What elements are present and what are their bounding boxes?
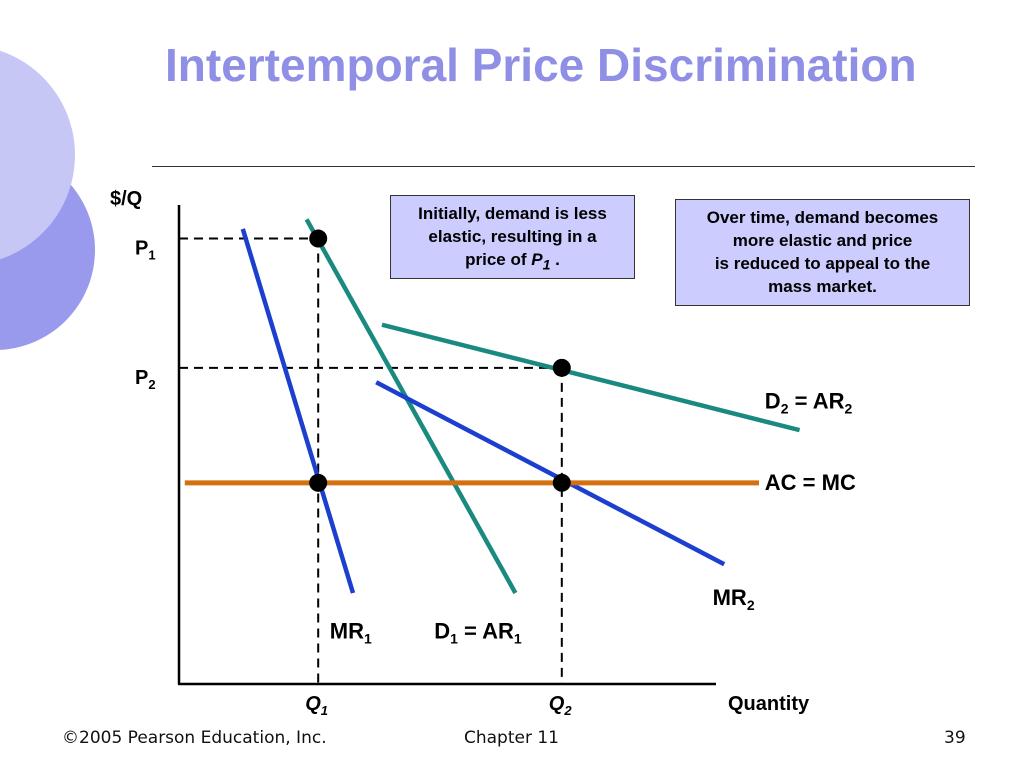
curve-label-mr1: MR1	[330, 618, 372, 646]
callout-over-time-line: more elastic and price	[732, 231, 913, 250]
callout-initial-sub: 1	[542, 257, 551, 274]
axes	[177, 205, 716, 686]
equilibrium-point	[309, 229, 328, 248]
x-tick-label: Q2	[549, 693, 573, 718]
curve-label-d2-ar2: D2 = AR2	[765, 388, 853, 416]
callout-initial-demand: Initially, demand is less elastic, resul…	[390, 195, 635, 279]
callout-initial-line: price of P1 .	[391, 248, 634, 277]
curve-d2-ar2	[381, 322, 801, 433]
curve-label-ac-mc: AC = MC	[765, 470, 856, 495]
slide-title: Intertemporal Price Discrimination	[165, 38, 917, 92]
title-divider	[152, 166, 975, 167]
callout-over-time-line: mass market.	[768, 277, 877, 296]
callout-over-time: Over time, demand becomes more elastic a…	[675, 199, 970, 306]
curves	[184, 218, 801, 595]
deco-circle-front	[0, 50, 75, 260]
y-tick-label: P1	[135, 238, 156, 263]
footer-copyright: ©2005 Pearson Education, Inc.	[62, 728, 327, 748]
equilibrium-point	[309, 473, 328, 492]
equilibrium-point	[552, 473, 571, 492]
equilibrium-point	[552, 358, 571, 377]
curve-mr2	[375, 380, 726, 567]
callout-initial-var: P	[531, 250, 543, 269]
footer-chapter: Chapter 11	[464, 728, 560, 748]
dashed-guides	[179, 237, 563, 684]
slide-title-text: Intertemporal Price Discrimination	[165, 39, 917, 91]
y-tick-label: P2	[135, 367, 156, 392]
callout-over-time-line: is reduced to appeal to the	[714, 254, 931, 273]
curve-label-d1-ar1: D1 = AR1	[434, 618, 522, 646]
callout-initial-prefix: price of	[465, 250, 532, 269]
footer-page-number: 39	[944, 728, 966, 748]
curve-label-mr2: MR2	[713, 585, 755, 613]
callout-initial-line: elastic, resulting in a	[428, 227, 597, 246]
curve-d1-ar1	[304, 218, 518, 595]
y-axis-label: $/Q	[110, 188, 142, 210]
callout-initial-line: Initially, demand is less	[418, 204, 607, 223]
x-tick-label: Q1	[305, 693, 328, 718]
callout-initial-suffix: .	[550, 250, 560, 269]
x-axis-label: Quantity	[728, 693, 810, 715]
callout-over-time-line: Over time, demand becomes	[706, 208, 939, 227]
chart-labels: $/Q Quantity MR1 D1 = AR1 D2 = AR2 MR2 AC = …	[110, 188, 856, 718]
curve-mr1	[240, 228, 356, 594]
equilibrium-points	[309, 229, 571, 492]
